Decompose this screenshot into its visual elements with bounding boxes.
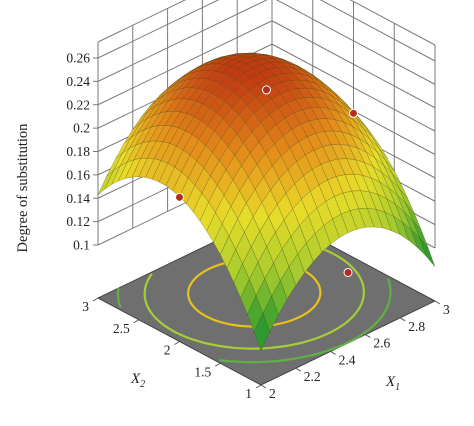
z-axis-title: Degree of substitution	[15, 123, 31, 253]
z-tick-label: 0.2	[73, 121, 90, 136]
x2-tick-label: 2	[164, 343, 171, 358]
surface-patch	[419, 237, 436, 267]
z-tick-label: 0.24	[66, 74, 90, 89]
x1-axis-title: X1	[385, 374, 400, 393]
x2-tick	[92, 297, 99, 302]
x2-tick	[133, 319, 140, 324]
x2-tick	[174, 341, 180, 345]
x2-tick	[214, 362, 221, 367]
x1-tick	[399, 317, 406, 322]
design-points	[175, 85, 358, 277]
x1-tick	[295, 367, 302, 372]
x1-tick-label: 3	[443, 302, 450, 317]
x1-tick-label: 2	[269, 386, 276, 401]
x1-tick-label: 2.6	[373, 336, 390, 351]
x1-tick	[330, 350, 336, 355]
x2-axis-title: X2	[130, 371, 145, 390]
wall-left-zgrid	[97, 20, 273, 106]
x2-tick	[255, 384, 262, 389]
z-tick-label: 0.16	[66, 167, 90, 182]
x1-tick-label: 2.2	[304, 369, 321, 384]
x1-tick	[260, 384, 267, 389]
z-tick-label: 0.26	[66, 51, 90, 66]
x1-tick	[434, 300, 441, 305]
wall-left-zgrid	[97, 0, 220, 59]
z-tick-label: 0.14	[66, 191, 90, 206]
x1-tick-label: 2.8	[408, 319, 425, 334]
wall-left-zgrid	[97, 0, 268, 82]
z-tick-label: 0.12	[66, 214, 90, 229]
x2-tick-label: 3	[82, 299, 89, 314]
tick-labels: 0.1 0.12 0.14 0.16 0.18 0.2 0.22 0.24 0.26 1 1.5 2 2…	[66, 51, 450, 402]
design-point	[175, 192, 184, 202]
z-tick-label: 0.18	[66, 144, 90, 159]
x1-tick	[365, 334, 371, 339]
design-point	[343, 267, 353, 277]
surface-patch	[254, 312, 270, 352]
x1-tick-label: 2.4	[339, 352, 356, 367]
response-surface	[97, 52, 436, 352]
z-tick-label: 0.22	[66, 97, 90, 112]
x2-tick-label: 1	[245, 386, 252, 401]
z-tick-label: 0.1	[73, 238, 90, 253]
x2-tick-label: 2.5	[113, 321, 130, 336]
design-point	[262, 85, 271, 95]
wall-left-zgrid	[97, 0, 187, 43]
x2-tick-label: 1.5	[194, 364, 211, 379]
design-point	[349, 108, 358, 118]
